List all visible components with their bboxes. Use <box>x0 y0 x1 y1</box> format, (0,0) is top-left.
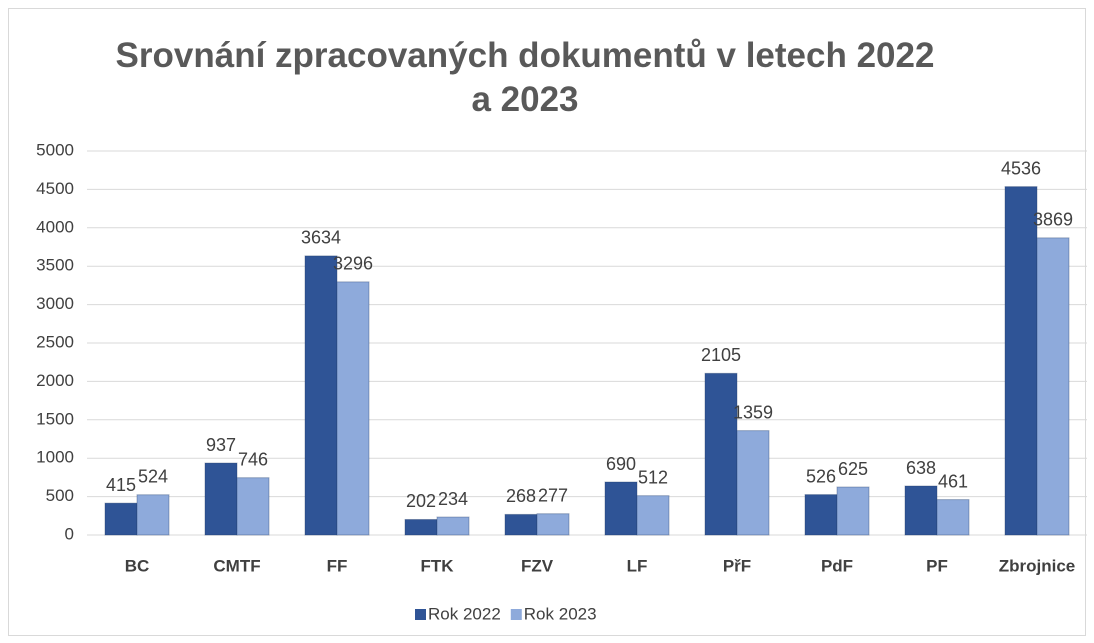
bar <box>104 502 138 536</box>
y-tick-label: 0 <box>65 524 74 543</box>
y-tick-label: 5000 <box>36 140 74 159</box>
data-label: 526 <box>806 466 836 486</box>
y-tick-label: 1000 <box>36 448 74 467</box>
chart-title: Srovnání zpracovaných dokumentů v letech… <box>115 36 935 119</box>
legend-swatch <box>415 609 426 620</box>
x-tick-label: LF <box>627 556 648 575</box>
bar <box>436 516 470 536</box>
x-tick-label: BC <box>125 556 150 575</box>
y-tick-label: 3000 <box>36 294 74 313</box>
data-label: 524 <box>138 467 168 487</box>
data-label: 1359 <box>733 402 773 422</box>
x-tick-label: CMTF <box>213 556 260 575</box>
x-tick-label: Zbrojnice <box>999 556 1076 575</box>
y-tick-label: 2000 <box>36 371 74 390</box>
bar <box>836 486 870 536</box>
bar <box>336 281 370 536</box>
y-tick-label: 4000 <box>36 217 74 236</box>
bar <box>504 513 538 536</box>
bar <box>704 372 738 536</box>
data-label: 461 <box>938 471 968 491</box>
data-label: 746 <box>238 449 268 469</box>
x-tick-label: PdF <box>821 556 853 575</box>
bar <box>1004 186 1038 536</box>
y-tick-label: 4500 <box>36 179 74 198</box>
legend-swatch <box>510 609 522 620</box>
bar <box>936 499 970 536</box>
bar <box>536 513 570 536</box>
x-tick-label: FF <box>327 556 348 575</box>
y-tick-label: 500 <box>46 486 74 505</box>
bar <box>236 477 270 536</box>
x-tick-label: FZV <box>521 556 554 575</box>
data-label: 512 <box>638 467 668 487</box>
x-tick-label: FTK <box>420 556 454 575</box>
bar <box>804 494 838 536</box>
bar <box>1036 237 1070 536</box>
bar <box>904 485 938 536</box>
bar <box>604 481 638 536</box>
data-label: 2105 <box>701 345 741 365</box>
data-label: 277 <box>538 485 568 505</box>
x-tick-label: PřF <box>723 556 751 575</box>
data-label: 3296 <box>333 254 373 274</box>
bar <box>136 494 170 536</box>
data-label: 268 <box>506 486 536 506</box>
data-label: 3634 <box>301 228 341 248</box>
data-label: 202 <box>406 491 436 511</box>
legend-label: Rok 2023 <box>524 604 597 623</box>
legend-label: Rok 2022 <box>428 604 501 623</box>
y-tick-label: 1500 <box>36 409 74 428</box>
data-label: 638 <box>906 458 936 478</box>
data-label: 3869 <box>1033 210 1073 230</box>
data-label: 234 <box>438 489 468 509</box>
y-tick-label: 3500 <box>36 256 74 275</box>
bar <box>204 462 238 536</box>
bar <box>404 518 438 536</box>
data-label: 937 <box>206 435 236 455</box>
y-tick-label: 2500 <box>36 332 74 351</box>
bar <box>636 495 670 536</box>
x-tick-label: PF <box>926 556 948 575</box>
bar <box>304 255 338 536</box>
data-label: 690 <box>606 454 636 474</box>
bar <box>736 430 770 536</box>
data-label: 415 <box>106 475 136 495</box>
data-label: 625 <box>838 459 868 479</box>
data-label: 4536 <box>1001 158 1041 178</box>
